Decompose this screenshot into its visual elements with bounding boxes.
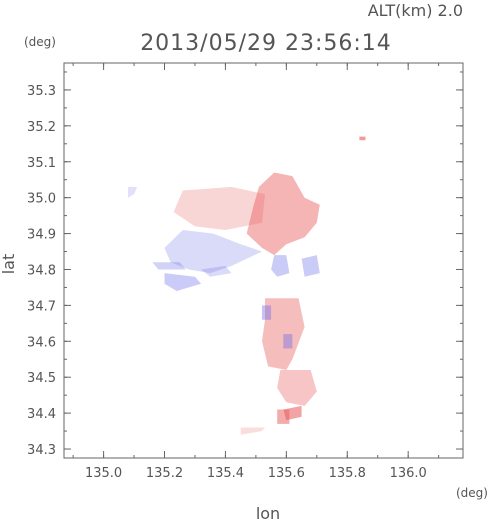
- negative-echo-region: [128, 186, 138, 198]
- positive-echo-region: [277, 409, 290, 424]
- chart-title: 2013/05/29 23:56:14: [140, 31, 392, 56]
- x-tick-label: 135.2: [146, 466, 183, 481]
- y-tick-label: 34.9: [27, 228, 56, 243]
- negative-echo-region: [201, 265, 232, 277]
- negative-echo-region: [262, 305, 272, 320]
- y-tick-label: 34.5: [27, 371, 56, 386]
- x-tick-label: 135.4: [207, 466, 244, 481]
- x-tick-label: 135.8: [329, 466, 366, 481]
- negative-echo-region: [301, 255, 320, 277]
- y-axis-label: lat: [0, 254, 18, 275]
- positive-echo-region: [173, 186, 265, 230]
- y-tick-label: 34.6: [27, 335, 56, 350]
- x-axis: 135.0 135.2 135.4 135.6 135.8 136.0: [72, 63, 440, 481]
- positive-echo-region: [277, 370, 317, 406]
- y-tick-label: 35.3: [27, 84, 56, 99]
- y-tick-label: 35.0: [27, 192, 56, 207]
- negative-echo-region: [164, 230, 262, 274]
- x-unit-label: (deg): [456, 486, 488, 500]
- x-tick-label: 136.0: [390, 466, 427, 481]
- positive-echo-region: [359, 136, 366, 141]
- plot-frame: [63, 62, 464, 459]
- positive-echo-region: [246, 172, 320, 256]
- echo-regions: [128, 136, 366, 435]
- y-axis: 34.3 34.4 34.5 34.6 34.7 34.8 34.9 35.0 35.1 35.2…: [27, 71, 463, 458]
- negative-echo-region: [283, 334, 293, 349]
- y-tick-label: 35.1: [27, 156, 56, 171]
- positive-echo-region: [262, 298, 305, 370]
- negative-echo-region: [152, 262, 186, 270]
- y-tick-label: 35.2: [27, 120, 56, 135]
- y-tick-label: 34.4: [27, 407, 56, 422]
- y-tick-label: 34.8: [27, 263, 56, 278]
- y-tick-label: 34.3: [27, 443, 56, 458]
- y-tick-label: 34.7: [27, 299, 56, 314]
- x-tick-label: 135.6: [268, 466, 305, 481]
- x-tick-label: 135.0: [85, 466, 122, 481]
- negative-echo-region: [271, 255, 290, 277]
- positive-echo-region: [240, 427, 265, 435]
- y-unit-label: (deg): [24, 35, 56, 49]
- x-axis-label: lon: [256, 504, 280, 521]
- negative-echo-region: [164, 273, 202, 291]
- altitude-label: ALT(km) 2.0: [368, 1, 463, 20]
